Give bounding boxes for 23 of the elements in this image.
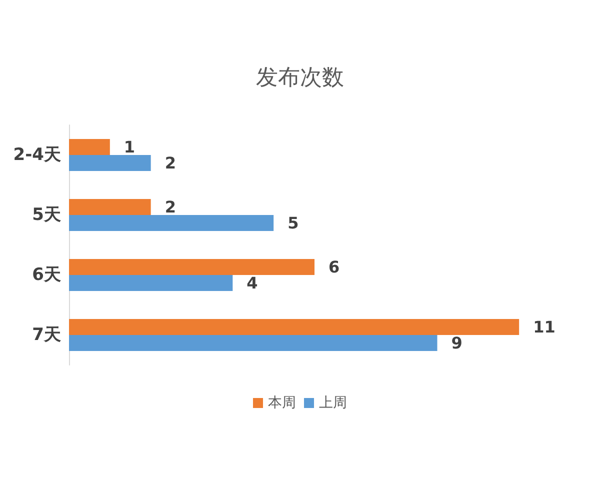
data-label: 4 [246,274,258,292]
y-tick-label: 7天 [32,325,61,345]
data-label: 11 [533,318,556,336]
bar [69,139,110,155]
data-label: 1 [124,138,136,156]
bar [69,335,438,351]
y-tick-label: 5天 [32,205,61,225]
data-label: 2 [164,154,176,172]
legend-label: 上周 [319,395,347,411]
data-label: 6 [328,258,340,276]
y-tick-label: 2-4天 [13,145,61,165]
bar [69,199,151,215]
bar [69,215,274,231]
data-label: 2 [164,198,176,216]
bar [69,275,233,291]
chart-title: 发布次数 [256,66,344,90]
legend-label: 本周 [268,395,296,411]
data-label: 9 [451,334,462,352]
data-label: 5 [288,214,299,232]
bar [69,155,151,171]
bar [69,319,520,335]
y-tick-label: 6天 [32,265,61,285]
bar [69,259,314,275]
